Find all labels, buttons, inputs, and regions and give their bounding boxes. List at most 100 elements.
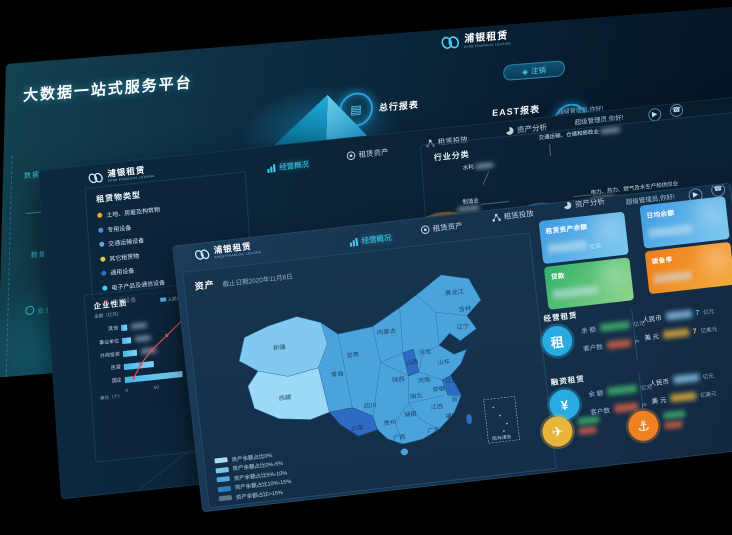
svg-text:安徽: 安徽 [432, 385, 445, 394]
svg-text:广东: 广东 [427, 426, 440, 435]
enterprise-line-overlay [132, 319, 184, 380]
svg-text:云南: 云南 [350, 424, 363, 433]
region-jiangsu [441, 375, 463, 396]
logout-label: 注销 [530, 65, 547, 76]
svg-text:浙江: 浙江 [451, 395, 464, 404]
rmb-row: 人民币 7 亿元 [642, 309, 715, 325]
brand-logo: 浦银租赁 SPDB FINANCIAL LEASING [87, 165, 155, 185]
blurred-value [552, 285, 600, 300]
logout-icon: ◈ [522, 66, 529, 77]
svg-text:湖南: 湖南 [404, 410, 417, 419]
svg-text:河南: 河南 [417, 376, 430, 385]
svg-text:吉林: 吉林 [458, 304, 471, 313]
svg-text:贵州: 贵州 [383, 418, 396, 427]
tab-lease-assets[interactable]: 租赁资产 [346, 146, 389, 161]
usd-row: 美 元 7 亿美元 [644, 326, 718, 343]
balance-row: 余 额 亿元 [580, 320, 646, 336]
usd-row: 美 元 亿美元 [651, 391, 717, 406]
asset-panel-title: 资产 [194, 279, 216, 292]
customer-count-row: 客户数 户 [582, 338, 641, 354]
card-lease-asset-balance[interactable]: 租赁资产余额 亿元 [538, 211, 629, 265]
svg-text:内蒙古: 内蒙古 [377, 327, 397, 337]
ship-icon: ⚓ [626, 409, 660, 443]
svg-text:广西: 广西 [393, 433, 406, 442]
logout-button[interactable]: ◈ 注销 [502, 60, 566, 82]
svg-text:青海: 青海 [331, 370, 344, 379]
brand-logo: 浦银租赁 SPDB FINANCIAL LEASING [193, 241, 262, 262]
screen-front-dashboard: 浦银租赁 SPDB FINANCIAL LEASING 经营概况 租赁资产 租赁… [172, 182, 732, 513]
blurred-value [669, 391, 697, 403]
screen-back-portal: 大数据一站式服务平台 浦银租赁 SPDB FINANCIAL LEASING ◈… [0, 5, 732, 378]
tab-operation-overview[interactable]: 经营概况 [267, 159, 310, 174]
section-divider [631, 309, 639, 362]
business-system-icon [25, 305, 35, 316]
region-taiwan [466, 413, 473, 425]
leader-line [481, 200, 510, 205]
svg-text:湖北: 湖北 [409, 392, 422, 401]
tab-lease-assets[interactable]: 租赁资产 [420, 220, 463, 236]
operating-lease-title: 经营租赁 [543, 310, 578, 324]
blurred-value [613, 402, 639, 414]
sidebar-rail [5, 155, 13, 377]
circled-asset-icon [346, 151, 356, 161]
blurred-value [664, 420, 683, 430]
blurred-value [672, 373, 700, 385]
leader-line [482, 171, 490, 185]
brand-logo-icon [441, 36, 460, 49]
svg-text:西藏: 西藏 [278, 393, 291, 402]
blurred-value [665, 309, 692, 321]
leader-line [572, 194, 591, 198]
pie-chart-icon [506, 127, 514, 135]
svg-text:甘肃: 甘肃 [346, 350, 359, 359]
blurred-value [578, 426, 597, 436]
svg-text:新疆: 新疆 [273, 343, 286, 352]
enterprise-title: 企业性质 [93, 298, 128, 311]
bar-chart-icon [349, 237, 359, 247]
svg-text:河北: 河北 [418, 347, 431, 356]
brand-logo-icon [88, 172, 103, 183]
blurred-value [662, 328, 690, 339]
blurred-value [653, 270, 693, 284]
card-loans[interactable]: 贷款 [543, 257, 635, 310]
network-icon [492, 213, 501, 222]
svg-text:山西: 山西 [406, 358, 419, 367]
svg-text:南海诸岛: 南海诸岛 [492, 433, 512, 442]
industry-title: 行业分类 [433, 149, 471, 163]
blurred-value [606, 338, 631, 350]
blurred-value [606, 384, 638, 396]
bar-chart-icon [267, 164, 276, 174]
china-map[interactable]: 黑龙江 吉林 辽宁 内蒙古 新疆 西藏 青海 甘肃 四川 云南 贵州 广西 广东… [224, 259, 535, 476]
brand-logo: 浦银租赁 SPDB FINANCIAL LEASING [440, 30, 511, 51]
balance-row: 余 额 亿元 [588, 384, 653, 399]
finance-lease-title: 融资租赁 [550, 374, 586, 387]
province-labels: 黑龙江 吉林 辽宁 内蒙古 新疆 西藏 青海 甘肃 四川 云南 贵州 广西 广东… [273, 288, 472, 442]
rmb-row: 人民币 亿元 [649, 373, 715, 388]
sidebar-pointer-line [25, 211, 42, 214]
blurred-value [663, 409, 686, 420]
south-china-sea-inset: 南海诸岛 [483, 396, 520, 444]
svg-text:四川: 四川 [364, 402, 377, 410]
map-legend: 资产余额占比0% 资产余额占比0%-5% 资产余额占比5%-10% 资产余额占比… [214, 448, 293, 504]
contact-icon[interactable]: ☎ [669, 103, 684, 118]
pie-chart-icon [564, 201, 572, 210]
blurred-value [577, 415, 600, 426]
blurred-value [648, 224, 693, 239]
asset-panel: 资产 截止日期2020年11月8日 [182, 232, 557, 509]
blurred-value [599, 320, 631, 333]
svg-text:黑龙江: 黑龙江 [445, 288, 465, 298]
tab-asset-analysis[interactable]: 资产分析 [505, 122, 548, 137]
province-borders [337, 294, 468, 445]
tab-asset-analysis[interactable]: 资产分析 [562, 196, 605, 212]
tab-operation-overview[interactable]: 经营概况 [349, 232, 392, 248]
tab-lease-investment[interactable]: 租赁投放 [491, 208, 534, 224]
blurred-value [547, 240, 589, 254]
svg-text:陕西: 陕西 [392, 375, 405, 384]
card-daily-average-balance[interactable]: 日均余额 [639, 196, 730, 249]
region-hainan [400, 448, 409, 456]
aircraft-values [577, 415, 601, 436]
svg-text:江苏: 江苏 [445, 376, 458, 385]
east-report-label[interactable]: EAST报表 [492, 104, 541, 119]
card-provision-ratio[interactable]: 拨备率 [644, 241, 732, 295]
ship-values [663, 409, 687, 430]
